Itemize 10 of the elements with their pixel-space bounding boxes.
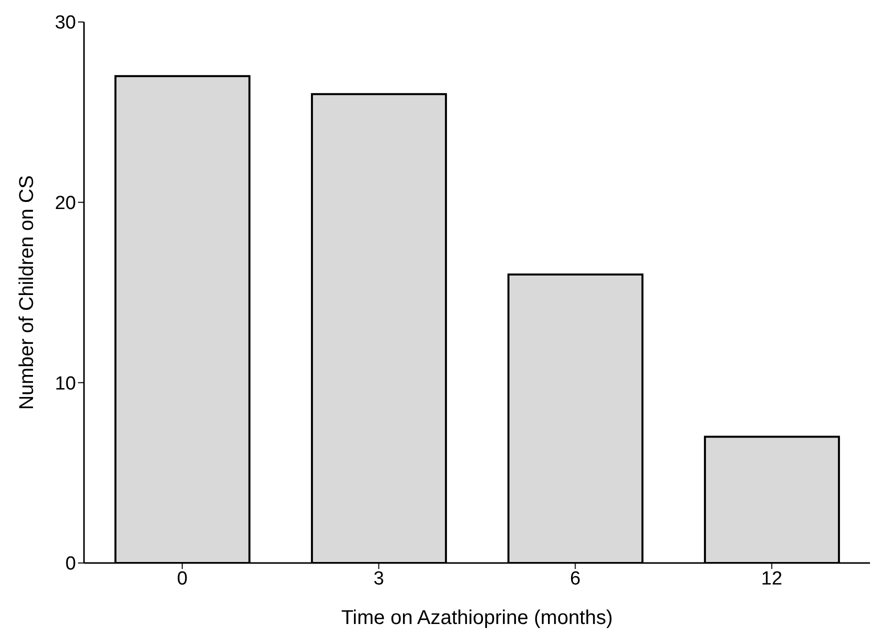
y-tick-label: 30: [54, 12, 76, 34]
x-tick-label: 0: [176, 568, 188, 590]
y-tick-label: 20: [54, 193, 76, 214]
y-tick-label: 10: [54, 373, 76, 394]
x-tick-label: 3: [373, 568, 384, 590]
x-tick-label: 6: [570, 568, 581, 590]
y-axis-title: Number of Children on CS: [16, 175, 38, 410]
y-tick-label: 0: [65, 554, 76, 575]
x-tick-label: 12: [761, 568, 782, 590]
x-axis-title: Time on Azathioprine (months): [341, 607, 613, 629]
